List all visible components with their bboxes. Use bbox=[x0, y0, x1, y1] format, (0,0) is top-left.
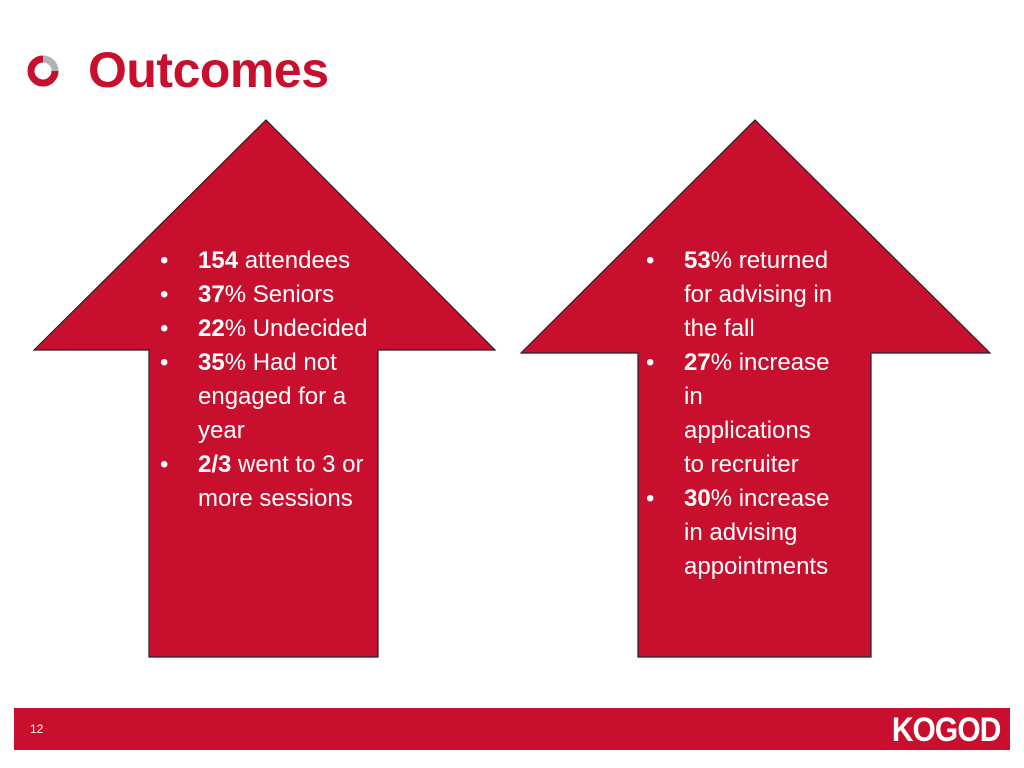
page-title: Outcomes bbox=[88, 42, 329, 98]
left-arrow-panel: 154 attendees 37% Seniors 22% Undecided … bbox=[30, 118, 498, 660]
ring-icon bbox=[26, 54, 60, 88]
list-item: 30% increase in advising appointments bbox=[644, 482, 834, 584]
kogod-logo: KOGOD bbox=[891, 711, 1001, 749]
footer-bar: 12 KOGOD bbox=[14, 708, 1010, 750]
list-item: 2/3 went to 3 or more sessions bbox=[158, 448, 378, 516]
list-item: 53% returned for advising in the fall bbox=[644, 244, 834, 346]
right-arrow-panel: 53% returned for advising in the fall 27… bbox=[518, 118, 994, 660]
page-number: 12 bbox=[30, 722, 44, 736]
left-outcomes-list: 154 attendees 37% Seniors 22% Undecided … bbox=[158, 244, 378, 516]
list-item: 35% Had not engaged for a year bbox=[158, 346, 378, 448]
list-item: 22% Undecided bbox=[158, 312, 378, 346]
right-outcomes-list: 53% returned for advising in the fall 27… bbox=[644, 244, 834, 584]
list-item: 27% increase in applications to recruite… bbox=[644, 346, 834, 482]
list-item: 154 attendees bbox=[158, 244, 378, 278]
list-item: 37% Seniors bbox=[158, 278, 378, 312]
